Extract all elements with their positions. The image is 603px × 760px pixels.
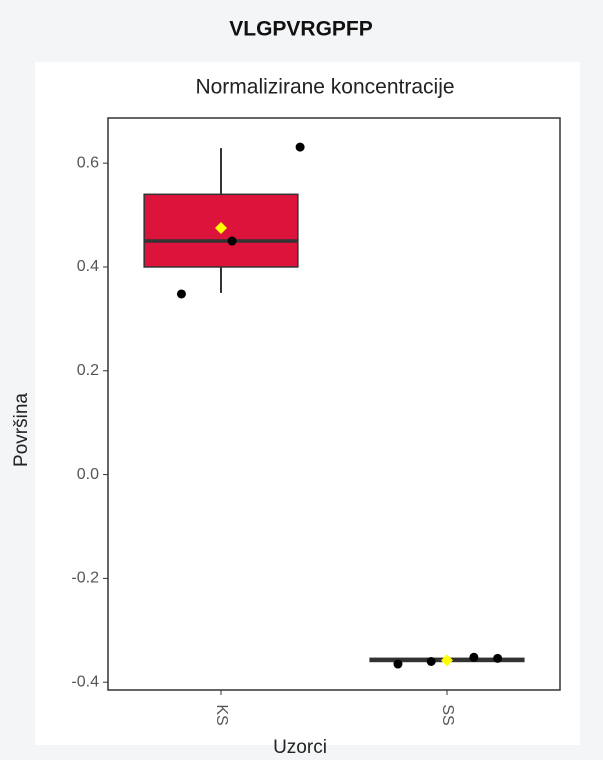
- y-tick-label: 0.0: [77, 466, 99, 483]
- point: [295, 142, 305, 152]
- header-title: VLGPVRGPFP: [229, 18, 373, 41]
- point: [176, 289, 186, 299]
- point: [426, 656, 436, 666]
- y-tick-label: -0.2: [71, 570, 99, 587]
- point: [227, 236, 237, 246]
- y-tick-label: 0.6: [77, 154, 99, 171]
- x-tick-label: KS: [213, 704, 230, 725]
- mean-marker: [441, 654, 453, 667]
- chart-title: Normalizirane koncentracije: [195, 76, 454, 99]
- y-tick-label: 0.2: [77, 362, 99, 379]
- mean-marker: [215, 222, 227, 235]
- x-axis-label: Uzorci: [273, 737, 327, 758]
- point: [493, 653, 503, 663]
- y-axis-label: Površina: [11, 393, 32, 467]
- y-tick-label: 0.4: [77, 258, 99, 275]
- plot-panel: [107, 117, 561, 691]
- point: [393, 659, 403, 669]
- x-tick-label: SS: [439, 704, 456, 725]
- chart-area: [35, 62, 580, 745]
- point: [469, 652, 479, 662]
- y-tick-label: -0.4: [71, 673, 99, 690]
